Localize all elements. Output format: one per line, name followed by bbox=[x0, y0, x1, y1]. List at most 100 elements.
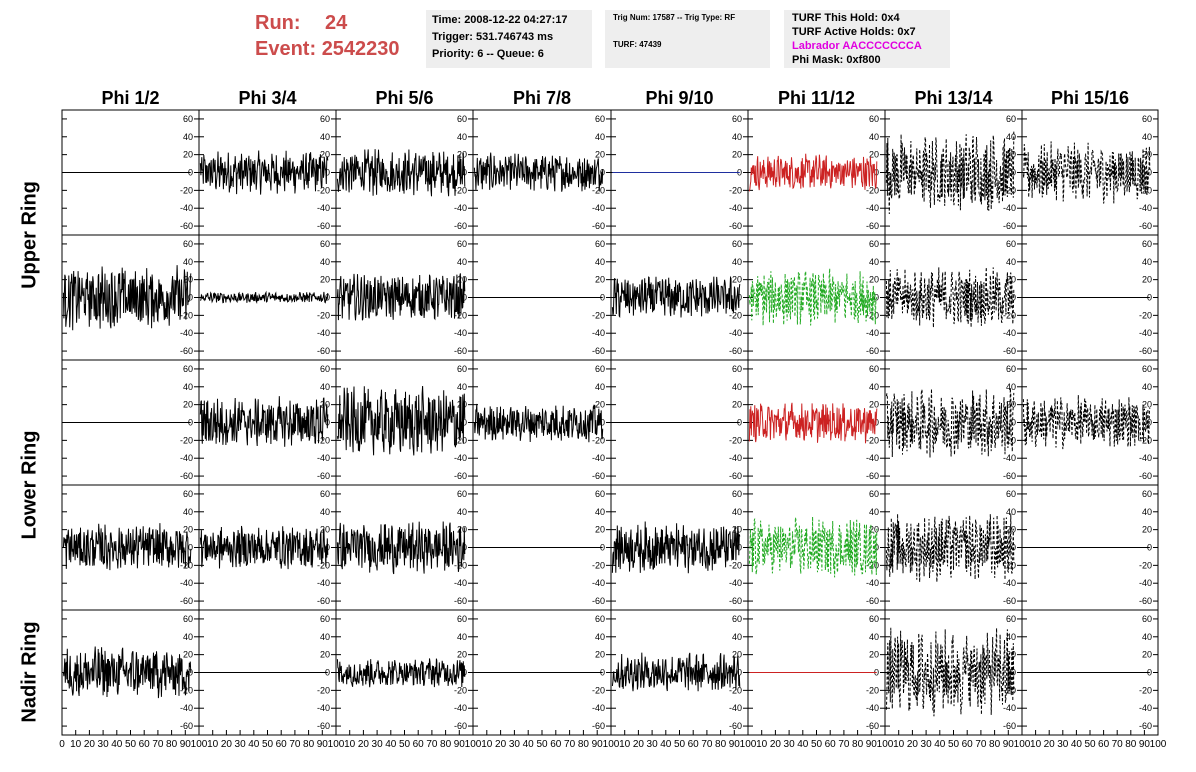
y-tick-label: 40 bbox=[457, 382, 467, 392]
x-tick-label: 50 bbox=[674, 739, 686, 750]
x-tick-label: 10 bbox=[1030, 739, 1042, 750]
y-tick-label: 60 bbox=[732, 114, 742, 124]
y-tick-label: -20 bbox=[317, 685, 330, 695]
y-tick-label: 60 bbox=[595, 489, 605, 499]
x-tick-label: 90 bbox=[454, 739, 466, 750]
trigger-info-box: Trig Num: 17587 -- Trig Type: RF TURF: 4… bbox=[605, 10, 770, 68]
x-tick-label: 30 bbox=[235, 739, 247, 750]
y-tick-label: -40 bbox=[729, 578, 742, 588]
y-tick-label: 0 bbox=[1011, 418, 1016, 428]
column-header: Phi 7/8 bbox=[513, 88, 571, 108]
y-tick-label: 60 bbox=[1006, 114, 1016, 124]
turf-active-holds-text: TURF Active Holds: 0x7 bbox=[792, 26, 916, 38]
y-tick-label: -40 bbox=[317, 203, 330, 213]
y-tick-label: -40 bbox=[1139, 578, 1152, 588]
x-tick-label: 90 bbox=[180, 739, 192, 750]
y-tick-label: 40 bbox=[1142, 257, 1152, 267]
x-tick-label: 20 bbox=[907, 739, 919, 750]
y-tick-label: -60 bbox=[180, 221, 193, 231]
y-tick-label: -40 bbox=[866, 578, 879, 588]
y-tick-label: 40 bbox=[457, 507, 467, 517]
y-tick-label: 20 bbox=[320, 525, 330, 535]
y-tick-label: -20 bbox=[180, 685, 193, 695]
x-tick-label: 80 bbox=[578, 739, 590, 750]
y-tick-label: 60 bbox=[183, 614, 193, 624]
y-tick-label: 40 bbox=[1006, 257, 1016, 267]
y-tick-label: 20 bbox=[320, 650, 330, 660]
waveform-trace bbox=[199, 150, 329, 195]
y-tick-label: -60 bbox=[317, 346, 330, 356]
run-event-box: Run: 24 Event: 2542230 bbox=[255, 10, 400, 62]
y-tick-label: -40 bbox=[454, 453, 467, 463]
waveform-trace bbox=[62, 523, 192, 571]
y-tick-label: -20 bbox=[866, 185, 879, 195]
x-tick-label: 100 bbox=[191, 739, 208, 750]
waveform-trace bbox=[748, 516, 878, 578]
turf-info-box: TURF This Hold: 0x4 TURF Active Holds: 0… bbox=[784, 10, 950, 68]
y-tick-label: -40 bbox=[317, 703, 330, 713]
trig-num-text: Trig Num: 17587 -- Trig Type: RF bbox=[613, 13, 736, 22]
event-header: Run: 24 Event: 2542230 Time: 2008-12-22 0… bbox=[0, 0, 1196, 82]
column-header: Phi 9/10 bbox=[645, 88, 713, 108]
y-tick-label: -40 bbox=[180, 203, 193, 213]
x-tick-label: 50 bbox=[948, 739, 960, 750]
y-tick-label: 40 bbox=[1142, 382, 1152, 392]
y-tick-label: 40 bbox=[869, 632, 879, 642]
y-tick-label: -40 bbox=[729, 453, 742, 463]
y-tick-label: 20 bbox=[1006, 650, 1016, 660]
y-tick-label: -40 bbox=[866, 453, 879, 463]
y-tick-label: 60 bbox=[183, 364, 193, 374]
y-tick-label: 20 bbox=[595, 525, 605, 535]
y-tick-label: -40 bbox=[1003, 578, 1016, 588]
y-tick-label: -40 bbox=[1003, 703, 1016, 713]
waveform-trace bbox=[748, 268, 878, 326]
phi-mask-text: Phi Mask: 0xf800 bbox=[792, 54, 881, 66]
x-tick-label: 90 bbox=[592, 739, 604, 750]
waveform-trace bbox=[748, 402, 878, 444]
y-tick-label: -60 bbox=[1139, 221, 1152, 231]
y-tick-label: -20 bbox=[729, 310, 742, 320]
y-tick-label: 60 bbox=[1142, 614, 1152, 624]
y-tick-label: -40 bbox=[180, 578, 193, 588]
y-tick-label: -20 bbox=[454, 310, 467, 320]
y-tick-label: -60 bbox=[592, 596, 605, 606]
y-tick-label: 60 bbox=[732, 489, 742, 499]
y-tick-label: 60 bbox=[595, 114, 605, 124]
y-tick-label: 40 bbox=[1142, 507, 1152, 517]
y-tick-label: 40 bbox=[869, 507, 879, 517]
time-info-box: Time: 2008-12-22 04:27:17 Trigger: 531.7… bbox=[426, 10, 592, 68]
x-tick-label: 30 bbox=[372, 739, 384, 750]
y-tick-label: 60 bbox=[183, 239, 193, 249]
waveform-trace bbox=[885, 513, 1015, 583]
y-tick-label: 40 bbox=[183, 507, 193, 517]
y-tick-label: -40 bbox=[1139, 328, 1152, 338]
y-tick-label: -20 bbox=[454, 560, 467, 570]
y-tick-label: 0 bbox=[600, 418, 605, 428]
column-header: Phi 3/4 bbox=[238, 88, 296, 108]
x-tick-label: 90 bbox=[729, 739, 741, 750]
y-tick-label: 20 bbox=[1142, 525, 1152, 535]
x-tick-label: 40 bbox=[248, 739, 260, 750]
y-tick-label: -20 bbox=[1003, 560, 1016, 570]
x-tick-label: 10 bbox=[344, 739, 356, 750]
y-tick-label: 40 bbox=[1142, 632, 1152, 642]
x-tick-label: 30 bbox=[784, 739, 796, 750]
y-tick-label: -60 bbox=[454, 471, 467, 481]
y-tick-label: -60 bbox=[1003, 346, 1016, 356]
y-tick-label: -60 bbox=[592, 221, 605, 231]
waveform-trace bbox=[885, 267, 1015, 328]
y-tick-label: -60 bbox=[866, 721, 879, 731]
y-tick-label: 0 bbox=[1147, 168, 1152, 178]
y-tick-label: -20 bbox=[592, 685, 605, 695]
y-tick-label: 40 bbox=[457, 132, 467, 142]
y-tick-label: -60 bbox=[317, 471, 330, 481]
waveform-trace bbox=[199, 290, 329, 304]
y-tick-label: 60 bbox=[1142, 239, 1152, 249]
waveform-trace bbox=[611, 521, 741, 574]
x-tick-label: 20 bbox=[495, 739, 507, 750]
event-label: Event: bbox=[255, 38, 317, 60]
x-tick-label: 60 bbox=[962, 739, 974, 750]
waveform-trace bbox=[473, 152, 604, 192]
y-tick-label: 40 bbox=[183, 382, 193, 392]
y-tick-label: 20 bbox=[595, 400, 605, 410]
